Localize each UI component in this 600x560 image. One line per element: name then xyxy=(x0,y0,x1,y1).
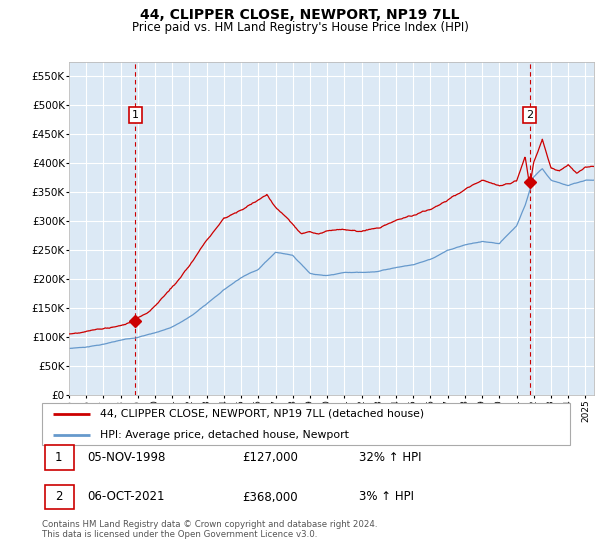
Text: £127,000: £127,000 xyxy=(242,451,299,464)
Text: HPI: Average price, detached house, Newport: HPI: Average price, detached house, Newp… xyxy=(100,430,349,440)
Text: £368,000: £368,000 xyxy=(242,491,298,503)
Text: 2: 2 xyxy=(55,491,62,503)
Text: 44, CLIPPER CLOSE, NEWPORT, NP19 7LL: 44, CLIPPER CLOSE, NEWPORT, NP19 7LL xyxy=(140,8,460,22)
FancyBboxPatch shape xyxy=(44,446,74,470)
Text: 32% ↑ HPI: 32% ↑ HPI xyxy=(359,451,421,464)
Text: 44, CLIPPER CLOSE, NEWPORT, NP19 7LL (detached house): 44, CLIPPER CLOSE, NEWPORT, NP19 7LL (de… xyxy=(100,409,424,419)
Text: 2: 2 xyxy=(526,110,533,120)
Text: 3% ↑ HPI: 3% ↑ HPI xyxy=(359,491,414,503)
FancyBboxPatch shape xyxy=(42,403,570,445)
Text: Price paid vs. HM Land Registry's House Price Index (HPI): Price paid vs. HM Land Registry's House … xyxy=(131,21,469,34)
FancyBboxPatch shape xyxy=(44,484,74,510)
Text: 1: 1 xyxy=(132,110,139,120)
Text: Contains HM Land Registry data © Crown copyright and database right 2024.
This d: Contains HM Land Registry data © Crown c… xyxy=(42,520,377,539)
Text: 05-NOV-1998: 05-NOV-1998 xyxy=(87,451,165,464)
Text: 06-OCT-2021: 06-OCT-2021 xyxy=(87,491,164,503)
Text: 1: 1 xyxy=(55,451,62,464)
